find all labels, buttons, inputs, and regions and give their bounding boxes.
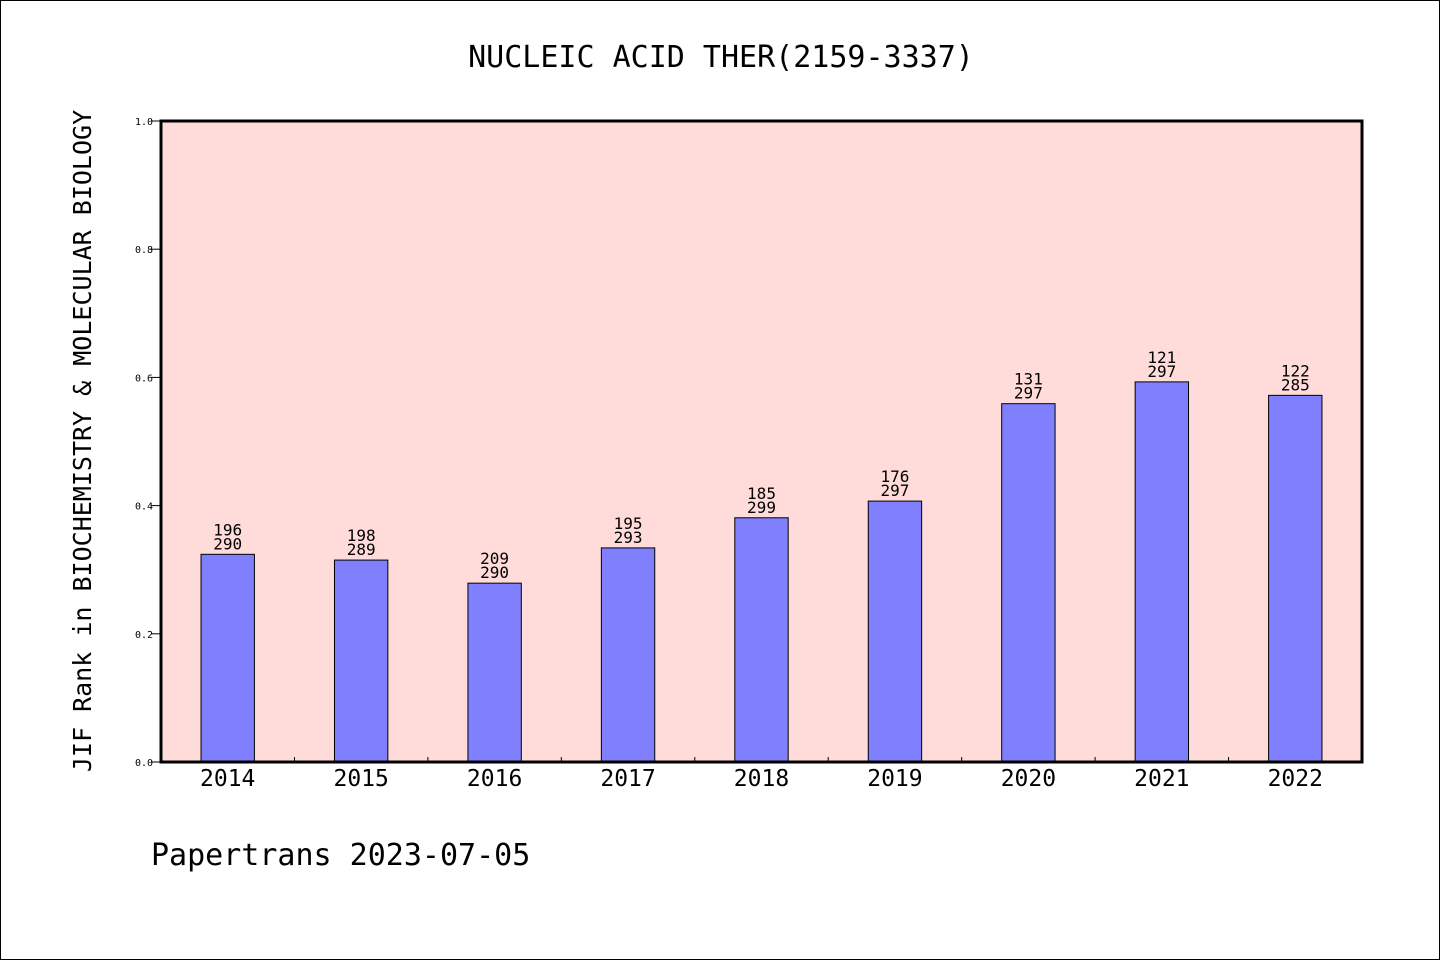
bar-label-total-2014: 290 bbox=[213, 534, 242, 553]
x-tick-label-2017: 2017 bbox=[600, 766, 655, 792]
bar-label-rank-2021: 121 bbox=[1147, 348, 1176, 367]
y-tick-label: 1.0 bbox=[135, 117, 153, 128]
x-axis: 2014 2015 2016 2017 2018 2019 2020 2021 2022 bbox=[200, 757, 1323, 792]
bar-2021 bbox=[1134, 381, 1190, 763]
bar-2014 bbox=[200, 553, 255, 763]
x-tick-label-2018: 2018 bbox=[734, 766, 789, 792]
bar-2016 bbox=[467, 582, 522, 763]
bar-label-rank-2016: 209 bbox=[480, 549, 509, 568]
bar-label-total-2019: 297 bbox=[880, 481, 909, 500]
bar-label-rank-2022: 122 bbox=[1281, 361, 1310, 380]
chart-title: NUCLEIC ACID THER(2159-3337) bbox=[468, 40, 974, 75]
bar-label-rank-2014: 196 bbox=[213, 520, 242, 539]
bar-label-total-2017: 293 bbox=[614, 528, 643, 547]
x-tick-label-2022: 2022 bbox=[1268, 766, 1323, 792]
x-tick-label-2015: 2015 bbox=[333, 766, 388, 792]
bar-2017 bbox=[600, 547, 656, 763]
bar-2020 bbox=[1001, 403, 1056, 763]
y-axis: 0.0 0.2 0.4 0.6 0.8 1.0 bbox=[135, 117, 161, 769]
x-tick-label-2020: 2020 bbox=[1001, 766, 1056, 792]
bar-label-rank-2018: 185 bbox=[747, 484, 776, 503]
y-tick-label: 0.0 bbox=[135, 758, 153, 769]
y-tick-label: 0.2 bbox=[135, 630, 153, 641]
bar-label-total-2018: 299 bbox=[747, 498, 776, 517]
bar-label-total-2020: 297 bbox=[1014, 384, 1043, 403]
bar-label-rank-2015: 198 bbox=[347, 526, 376, 545]
bar-2018 bbox=[734, 517, 789, 763]
bar-2019 bbox=[867, 500, 923, 763]
y-axis-label: JIF Rank in BIOCHEMISTRY & MOLECULAR BIO… bbox=[68, 110, 97, 772]
bar-label-total-2022: 285 bbox=[1281, 375, 1310, 394]
x-tick-label-2014: 2014 bbox=[200, 766, 255, 792]
y-tick-label: 0.8 bbox=[135, 245, 153, 256]
x-tick-label-2019: 2019 bbox=[867, 766, 922, 792]
bar-2015 bbox=[333, 559, 389, 763]
bar-label-total-2015: 289 bbox=[347, 540, 376, 559]
bar-label-rank-2020: 131 bbox=[1014, 370, 1043, 389]
bar-label-rank-2017: 195 bbox=[614, 514, 643, 533]
y-tick-label: 0.6 bbox=[135, 373, 153, 384]
y-tick-label: 0.4 bbox=[135, 502, 153, 513]
bar-label-total-2016: 290 bbox=[480, 563, 509, 582]
bar-2022 bbox=[1268, 394, 1323, 763]
bar-label-total-2021: 297 bbox=[1147, 362, 1176, 381]
footer-credit: Papertrans 2023-07-05 bbox=[151, 838, 530, 873]
x-tick-label-2016: 2016 bbox=[467, 766, 522, 792]
plot-border bbox=[159, 119, 1364, 764]
bar-label-rank-2019: 176 bbox=[880, 467, 909, 486]
x-tick-label-2021: 2021 bbox=[1134, 766, 1189, 792]
